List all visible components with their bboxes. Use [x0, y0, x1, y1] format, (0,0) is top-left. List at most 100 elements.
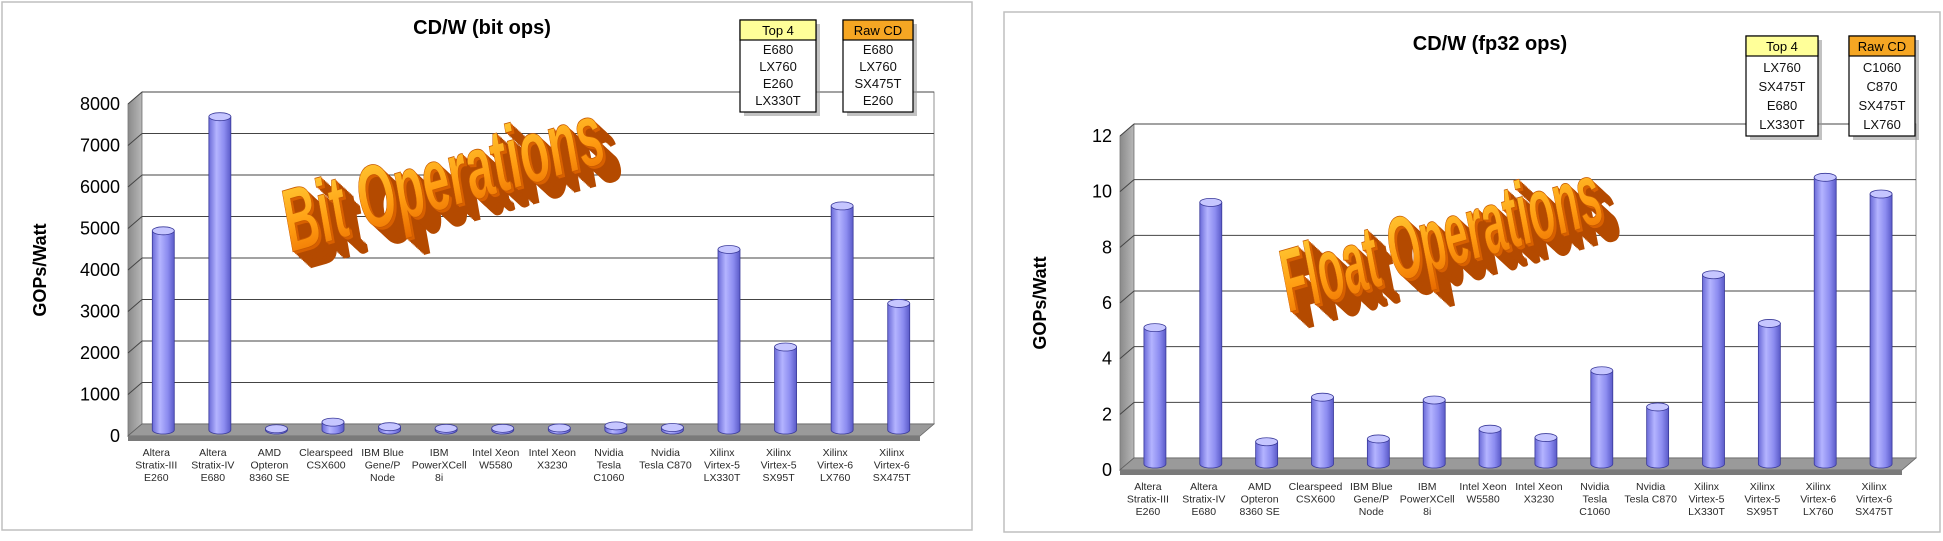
bar-body: [208, 116, 232, 435]
legend-table-item: C870: [1866, 79, 1897, 94]
y-tick-label: 8000: [80, 94, 120, 114]
gridline-side: [127, 91, 143, 105]
gridline-side: [127, 382, 143, 395]
x-tick-label: IBM PowerXCell 8i: [1400, 481, 1455, 518]
gridline-side: [1119, 123, 1135, 137]
legend-table-header: Top 4: [1766, 39, 1798, 54]
x-tick-label: Intel Xeon W5580: [1459, 481, 1506, 506]
gridline-side: [1119, 290, 1135, 304]
gridline-side: [127, 299, 143, 312]
y-tick-label: 7000: [80, 136, 120, 156]
x-tick-label: IBM Blue Gene/P Node: [1350, 481, 1393, 518]
y-tick-label: 5000: [80, 219, 120, 239]
legend-table-header-bg: [1745, 35, 1819, 57]
bar: [1255, 437, 1279, 469]
legend-table-item: E260: [863, 93, 893, 108]
bar-top: [1478, 424, 1502, 434]
bar: [208, 112, 232, 435]
legend-table-item: E680: [863, 42, 893, 57]
legend-table-item: SX475T: [1859, 98, 1906, 113]
bar-top: [1143, 323, 1167, 333]
bar: [1366, 434, 1390, 469]
gridline-side: [127, 174, 143, 188]
y-tick-label: 8: [1102, 237, 1112, 257]
bar: [1646, 402, 1670, 469]
bar-top: [1311, 392, 1334, 402]
y-tick-label: 2000: [80, 343, 120, 363]
legend-table-header: Raw CD: [854, 23, 902, 38]
bar: [887, 299, 911, 435]
bar-top: [887, 299, 911, 308]
y-tick-label: 12: [1092, 126, 1112, 146]
x-tick-label: Nvidia Tesla C870: [639, 447, 692, 472]
x-tick-label: Altera Stratix-IV E680: [1182, 481, 1225, 518]
legend-table-item: LX760: [1863, 117, 1901, 132]
x-tick-label: Xilinx Virtex-6 SX475T: [1855, 481, 1894, 518]
bar-body: [1813, 176, 1837, 469]
bar-top: [378, 422, 401, 432]
bar-top: [208, 112, 232, 122]
legend-table-header-bg: [1848, 35, 1916, 57]
x-tick-label: AMD Opteron 8360 SE: [249, 447, 289, 484]
x-tick-label: IBM Blue Gene/P Node: [361, 447, 404, 484]
floor: [1118, 457, 1918, 471]
legend-table-item: LX760: [759, 59, 797, 74]
bar: [321, 417, 345, 435]
bar-top: [1422, 395, 1446, 405]
x-tick-label: Clearspeed CSX600: [299, 447, 353, 472]
bar-body: [1702, 274, 1725, 469]
bar: [604, 421, 628, 435]
legend-table-item: LX330T: [1759, 117, 1805, 132]
bar-body: [1199, 201, 1223, 469]
x-tick-label: Xilinx Virtex-5 SX95T: [761, 447, 797, 484]
bar-top: [1590, 366, 1614, 376]
bar: [1143, 323, 1167, 469]
gridline-side: [127, 216, 143, 229]
bar-body: [774, 346, 797, 435]
bar: [774, 342, 797, 435]
x-tick-label: Xilinx Virtex-6 LX760: [1800, 481, 1836, 518]
x-tick-label: Nvidia Tesla C1060: [1579, 481, 1610, 518]
legend-table-item: C1060: [1863, 60, 1901, 75]
floor-edge: [128, 436, 920, 441]
bar-top: [265, 424, 288, 434]
bar: [1199, 197, 1223, 469]
chart-title: CD/W (bit ops): [413, 17, 551, 39]
x-tick-label: Intel Xeon X3230: [1515, 481, 1562, 506]
bar: [1590, 366, 1614, 469]
bar: [1813, 172, 1837, 469]
bar-top: [1757, 319, 1781, 328]
bar-top: [1869, 189, 1893, 199]
x-tick-label: Clearspeed CSX600: [1289, 481, 1343, 506]
gridline-side: [1119, 346, 1135, 360]
bar-top: [1646, 402, 1670, 412]
legend-table-header-bg: [739, 19, 817, 41]
gridline-side: [127, 257, 143, 271]
bar-body: [1869, 193, 1893, 469]
y-tick-label: 6: [1102, 293, 1112, 313]
bar-body: [1255, 441, 1279, 469]
legend-table-item: LX330T: [755, 93, 801, 108]
legend-table: Raw CD C1060 C870 SX475T LX760: [1848, 35, 1919, 140]
x-tick-label: AMD Opteron 8360 SE: [1239, 481, 1279, 518]
bar-body: [1478, 428, 1502, 469]
bar-body: [1422, 399, 1446, 469]
x-tick-label: Altera Stratix-IV E680: [191, 447, 234, 484]
bar-body: [1534, 437, 1558, 469]
x-tick-label: Nvidia Tesla C870: [1624, 481, 1677, 506]
bar: [1422, 395, 1446, 469]
bar-top: [774, 342, 797, 352]
bar-body: [1366, 438, 1390, 469]
bar-body: [151, 230, 175, 435]
y-tick-label: 0: [1102, 460, 1112, 480]
bar: [491, 423, 515, 435]
chart-title: CD/W (fp32 ops): [1413, 33, 1567, 55]
legend-table-header-bg: [842, 19, 914, 41]
gridline-side: [1119, 234, 1135, 248]
floor: [126, 423, 936, 437]
x-tick-label: Nvidia Tesla C1060: [593, 447, 624, 484]
y-tick-label: 0: [110, 426, 120, 446]
bar-body: [1311, 396, 1334, 469]
bar: [1869, 189, 1893, 469]
